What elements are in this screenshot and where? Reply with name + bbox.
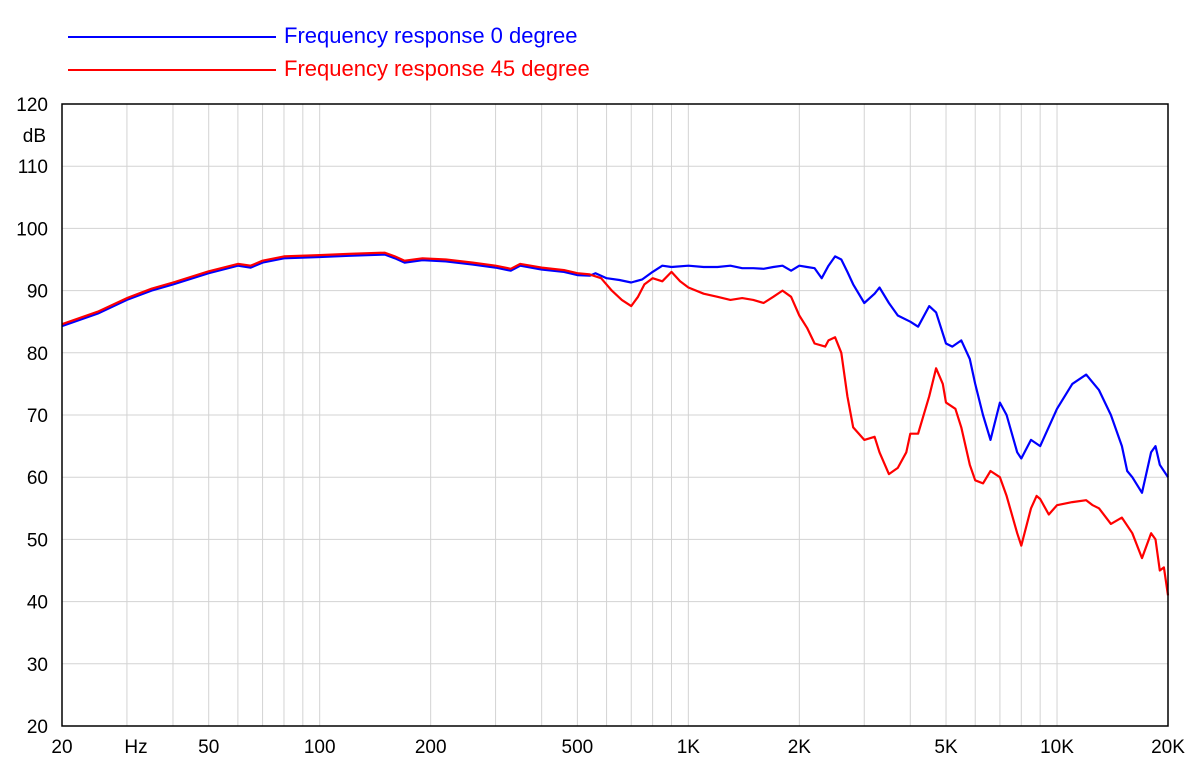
y-axis-label: dB <box>23 126 46 147</box>
x-tick-label: 10K <box>1040 737 1074 758</box>
y-tick-label: 110 <box>18 157 48 178</box>
y-tick-label: 90 <box>27 282 48 303</box>
legend: Frequency response 0 degree Frequency res… <box>68 23 590 81</box>
x-tick-label: 200 <box>415 737 447 758</box>
legend-entry-label: Frequency response 45 degree <box>284 56 590 81</box>
series-layer <box>61 251 1170 596</box>
y-tick-label: 60 <box>27 468 48 489</box>
x-tick-label: 1K <box>677 737 701 758</box>
x-tick-label: 500 <box>562 737 594 758</box>
y-tick-label: 40 <box>27 593 48 614</box>
y-tick-label: 70 <box>27 406 48 427</box>
x-tick-label: 2K <box>788 737 812 758</box>
series-line-0-degree <box>61 253 1169 494</box>
y-tick-label: 30 <box>27 655 48 676</box>
x-tick-label: 100 <box>304 737 336 758</box>
legend-entry-label: Frequency response 0 degree <box>284 23 578 48</box>
series-line-45-degree <box>61 251 1170 596</box>
x-axis-label: Hz <box>124 737 147 758</box>
plot-frame <box>61 103 1169 727</box>
x-tick-label: 50 <box>198 737 219 758</box>
x-tick-label: 20K <box>1151 737 1185 758</box>
x-axis: 20 50 100 200 500 1K 2K 5K 10K 20K <box>51 737 1185 758</box>
grid <box>62 104 1168 726</box>
x-tick-label: 5K <box>934 737 958 758</box>
y-axis: 20 30 40 50 60 70 80 90 100 110 120 <box>16 95 48 738</box>
y-tick-label: 50 <box>27 530 48 551</box>
y-tick-label: 20 <box>27 717 48 738</box>
x-tick-label: 20 <box>51 737 72 758</box>
y-tick-label: 120 <box>16 95 48 116</box>
y-tick-label: 80 <box>27 344 48 365</box>
y-tick-label: 100 <box>16 219 48 240</box>
